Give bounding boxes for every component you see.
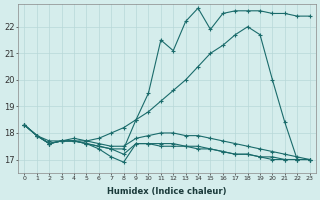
X-axis label: Humidex (Indice chaleur): Humidex (Indice chaleur) [107,187,227,196]
